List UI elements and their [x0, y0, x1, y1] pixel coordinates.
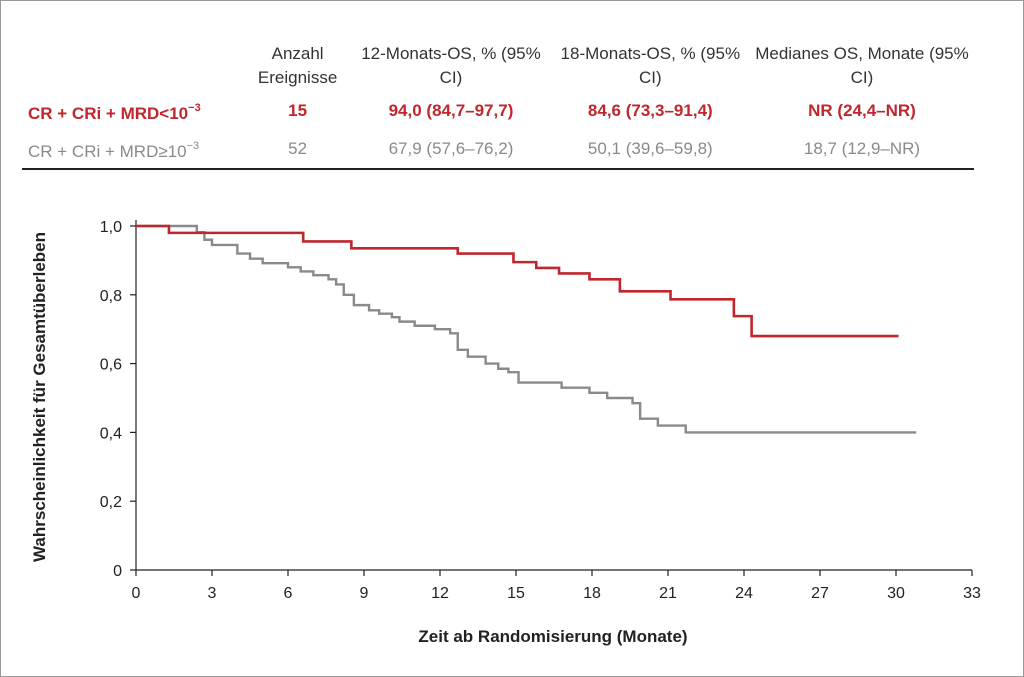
cell-median: 18,7 (12,9–NR)	[803, 139, 921, 158]
header-os18: 18-Monats-OS, % (95% CI)	[560, 44, 741, 87]
header-median: Medianes OS, Monate (95% CI)	[755, 44, 969, 87]
x-tick-label: 24	[735, 585, 753, 602]
row-label: CR + CRi + MRD<10−3	[22, 92, 244, 130]
header-os12: 12-Monats-OS, % (95% CI)	[361, 44, 541, 87]
row-label: CR + CRi + MRD≥10−3	[22, 130, 244, 169]
x-tick-label: 12	[431, 585, 449, 602]
y-tick-label: 0,4	[100, 425, 122, 442]
series-mrd-positive-curve	[136, 224, 917, 434]
y-tick-label: 0	[113, 563, 122, 580]
x-tick-label: 6	[284, 585, 293, 602]
x-tick-label: 0	[132, 585, 141, 602]
y-tick-label: 0,6	[100, 357, 122, 374]
x-axis-label: Zeit ab Randomisierung (Monate)	[418, 627, 687, 646]
y-axis-label: Wahrscheinlichkeit für Gesamtüberleben	[30, 232, 49, 562]
cell-os12: 67,9 (57,6–76,2)	[388, 139, 514, 158]
x-tick-label: 9	[360, 585, 369, 602]
header-events: Anzahl Ereignisse	[257, 44, 338, 87]
series-mrd-negative-curve	[136, 224, 899, 338]
cell-median: NR (24,4–NR)	[808, 101, 916, 120]
y-tick-label: 0,8	[100, 288, 122, 305]
x-tick-label: 3	[208, 585, 217, 602]
cell-os18: 50,1 (39,6–59,8)	[587, 139, 713, 158]
table-row-mrd-positive: CR + CRi + MRD≥10−3 52 67,9 (57,6–76,2) …	[22, 130, 974, 169]
x-tick-label: 33	[963, 585, 981, 602]
x-tick-label: 18	[583, 585, 601, 602]
x-tick-label: 15	[507, 585, 525, 602]
table-row-mrd-negative: CR + CRi + MRD<10−3 15 94,0 (84,7–97,7) …	[22, 92, 974, 130]
chart-curves	[136, 224, 917, 434]
cell-os18: 84,6 (73,3–91,4)	[587, 101, 713, 120]
cell-events: 15	[288, 101, 308, 120]
row-label-text: CR + CRi + MRD<10	[28, 104, 189, 123]
summary-table: Anzahl Ereignisse 12-Monats-OS, % (95% C…	[22, 42, 974, 170]
x-tick-label: 21	[659, 585, 677, 602]
y-tick-label: 1,0	[100, 219, 122, 236]
row-label-exponent: −3	[188, 102, 201, 114]
cell-events: 52	[288, 139, 308, 158]
x-tick-label: 30	[887, 585, 905, 602]
cell-os12: 94,0 (84,7–97,7)	[388, 101, 514, 120]
table-header-row: Anzahl Ereignisse 12-Monats-OS, % (95% C…	[22, 42, 974, 92]
chart-axes: 0 3 6 9 12 15 18 21 24 27 30 33 0 0,2 0,4 0,6 0,8 1,0	[100, 219, 981, 602]
row-label-text: CR + CRi + MRD≥10	[28, 142, 187, 161]
row-label-exponent: −3	[186, 140, 200, 152]
y-tick-label: 0,2	[100, 494, 122, 511]
x-tick-label: 27	[811, 585, 829, 602]
